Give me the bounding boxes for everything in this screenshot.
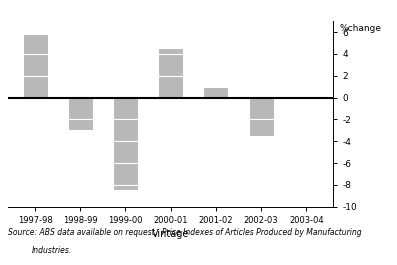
Bar — [113, 120, 138, 141]
Bar — [68, 98, 93, 120]
Text: Source: ABS data available on request,  Price Indexes of Articles Produced by Ma: Source: ABS data available on request, P… — [8, 228, 362, 237]
X-axis label: Vintage: Vintage — [152, 229, 189, 239]
Bar — [158, 54, 183, 76]
Bar — [113, 185, 138, 190]
Bar — [249, 120, 274, 136]
Bar — [113, 163, 138, 185]
Bar — [68, 120, 93, 130]
Bar — [23, 54, 48, 76]
Bar — [113, 141, 138, 163]
Bar — [23, 34, 48, 54]
Text: Industries.: Industries. — [32, 246, 72, 255]
Bar — [23, 76, 48, 98]
Bar — [204, 87, 228, 98]
Bar — [113, 98, 138, 120]
Bar — [158, 76, 183, 98]
Text: %change: %change — [339, 24, 382, 33]
Bar — [158, 48, 183, 54]
Bar — [249, 98, 274, 120]
